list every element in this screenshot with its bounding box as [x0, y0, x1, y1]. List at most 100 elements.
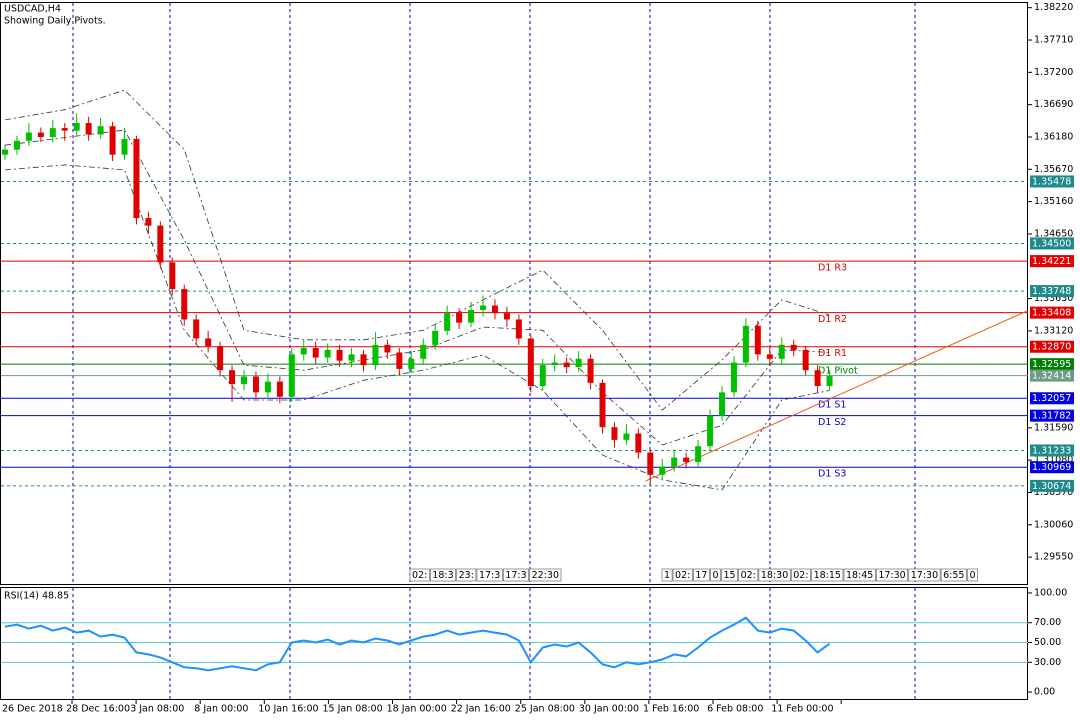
rsi-line [4, 616, 831, 672]
time-marker-box [693, 568, 710, 582]
x-tick-label: 22 Jan 16:00 [451, 704, 511, 715]
candle-body [659, 466, 666, 475]
candle-body [312, 347, 319, 358]
x-tick-label: 11 Feb 00:00 [771, 704, 833, 715]
candle-body [193, 319, 200, 339]
candle-body [252, 376, 259, 393]
time-marker: 18:3 [432, 570, 453, 581]
time-marker-box [738, 568, 759, 582]
y-tick-label: 1.35670 [1034, 164, 1073, 175]
candle-body [480, 305, 486, 310]
y-tick-label: 100.00 [1034, 587, 1067, 598]
candle-body [217, 346, 224, 371]
candle-body [157, 225, 164, 263]
level-label: 1.32414 [1032, 371, 1071, 382]
candle-body [707, 415, 714, 447]
time-marker: 17:3 [505, 570, 526, 581]
candle-body [623, 433, 630, 440]
time-marker-box [502, 568, 529, 582]
candle-body [754, 325, 761, 355]
y-tick-label: 1.33120 [1034, 325, 1073, 336]
band-lower [4, 164, 830, 491]
time-marker-box [721, 568, 738, 582]
candle-body [336, 349, 343, 361]
level-name: D1 S2 [818, 417, 846, 428]
main-frame [0, 2, 1028, 585]
candle-body [790, 344, 797, 350]
time-marker-box [908, 568, 941, 582]
rsi-frame [0, 587, 1028, 700]
candle-body [97, 126, 104, 135]
level-box [1030, 358, 1074, 371]
time-marker-box [672, 568, 693, 582]
y-tick-label: 1.36180 [1034, 131, 1073, 142]
candle-body [444, 313, 451, 331]
candle-body [527, 338, 534, 387]
candle-body [396, 352, 403, 369]
time-marker: 17:30 [878, 570, 905, 581]
candle-body [491, 305, 498, 314]
candle-body [503, 313, 510, 320]
candle-body [49, 128, 56, 137]
candle-body [73, 123, 80, 131]
candle-body [635, 433, 642, 453]
time-marker-box [940, 568, 967, 582]
time-marker-box [409, 568, 430, 582]
candle-body [683, 457, 690, 463]
candle-body [719, 392, 725, 416]
candle-body [384, 344, 391, 353]
candle-body [169, 262, 176, 290]
candle-body [575, 358, 582, 368]
candle-body [300, 347, 307, 355]
time-marker: 23: [459, 570, 474, 581]
level-label: 1.32870 [1032, 342, 1071, 353]
level-label: 1.30969 [1032, 462, 1071, 473]
level-name: D1 R2 [818, 314, 847, 325]
rsi-title: RSI(14) 48.85 [4, 591, 69, 602]
time-marker: 0 [712, 570, 718, 581]
candle-body [372, 344, 379, 366]
time-marker: 02: [675, 570, 690, 581]
time-marker-box [710, 568, 721, 582]
x-tick-label: 26 Dec 2018 [2, 704, 63, 715]
level-label: 1.34500 [1032, 238, 1071, 249]
y-tick-label: 1.30570 [1034, 487, 1073, 498]
level-box [1030, 175, 1074, 188]
candle-body [730, 362, 737, 393]
y-tick-label: 1.37200 [1034, 67, 1073, 78]
trendline [645, 310, 1029, 482]
level-name: D1 S1 [818, 400, 846, 411]
candle-body [276, 381, 283, 397]
candle-body [133, 138, 140, 219]
level-box [1030, 392, 1074, 405]
y-tick-label: 30.00 [1034, 657, 1061, 668]
level-box [1030, 409, 1074, 422]
candle-body [288, 354, 295, 397]
candle-body [2, 149, 8, 155]
candle-body [611, 427, 618, 440]
time-marker: 0 [969, 570, 975, 581]
x-tick-label: 8 Jan 00:00 [194, 704, 248, 715]
y-tick-label: 1.31590 [1034, 422, 1073, 433]
x-tick-label: 18 Jan 00:00 [387, 704, 447, 715]
time-marker: 17:3 [479, 570, 500, 581]
time-marker-box [456, 568, 477, 582]
level-name: D1 Pivot [818, 366, 858, 377]
candle-body [778, 344, 785, 359]
time-marker: 18:15 [814, 570, 841, 581]
time-marker: 22:30 [532, 570, 559, 581]
y-tick-label: 1.30060 [1034, 519, 1073, 530]
y-tick-label: 1.31080 [1034, 455, 1073, 466]
x-tick-label: 25 Jan 08:00 [515, 704, 575, 715]
candle-body [551, 362, 558, 366]
y-tick-label: 70.00 [1034, 617, 1061, 628]
level-box [1030, 444, 1074, 457]
time-marker-box [811, 568, 844, 582]
candle-body [25, 132, 32, 141]
level-box [1030, 479, 1074, 492]
level-label: 1.31782 [1032, 411, 1071, 422]
level-box [1030, 306, 1074, 319]
candle-body [432, 330, 439, 345]
level-box [1030, 369, 1074, 382]
